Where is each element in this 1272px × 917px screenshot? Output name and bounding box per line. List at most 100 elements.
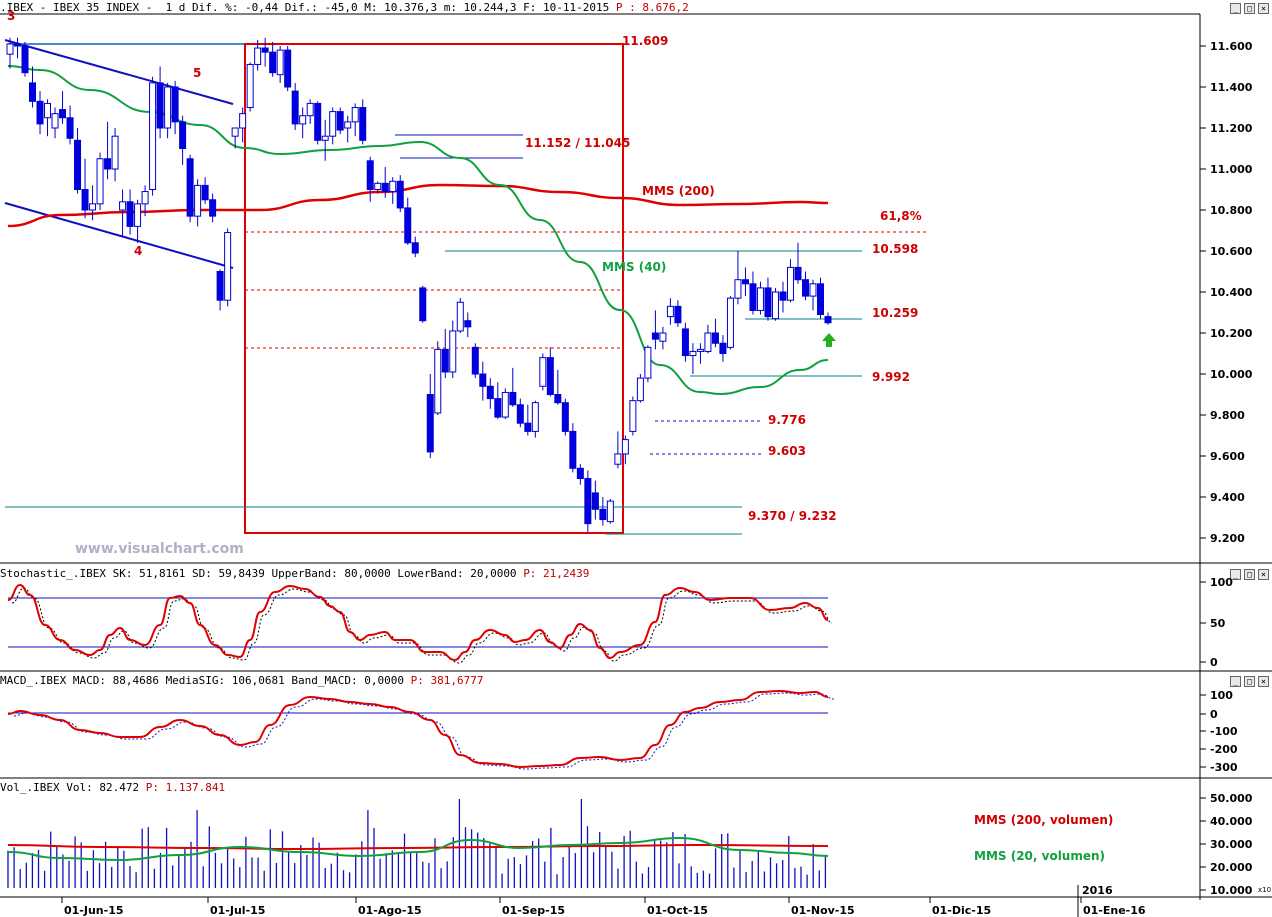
candle-body bbox=[261, 47, 269, 53]
candle-body bbox=[711, 332, 719, 344]
candle-body bbox=[689, 350, 697, 357]
level-9776: 9.776 bbox=[768, 413, 806, 427]
candle-body bbox=[674, 305, 682, 324]
stoch-tick-label: 0 bbox=[1210, 656, 1218, 669]
candle-body bbox=[269, 51, 277, 74]
lower-channel-line bbox=[4, 202, 234, 269]
candle-body bbox=[659, 332, 667, 342]
price-tick-label: 10.000 bbox=[1210, 368, 1253, 381]
volume-mms200-line bbox=[7, 843, 829, 851]
candle-body bbox=[51, 113, 59, 129]
candle-body bbox=[156, 82, 164, 129]
candle-body bbox=[74, 139, 82, 191]
candle-body bbox=[426, 394, 434, 453]
macd-tick-label: 100 bbox=[1210, 689, 1233, 702]
x-axis-label: 01-Dic-15 bbox=[932, 904, 991, 917]
candle-body bbox=[479, 373, 487, 387]
candle-body bbox=[29, 82, 37, 102]
candle-body bbox=[351, 107, 359, 123]
candle-body bbox=[651, 332, 659, 340]
candle-body bbox=[89, 203, 97, 211]
candle-body bbox=[276, 49, 284, 76]
candle-body bbox=[111, 135, 119, 170]
candle-body bbox=[404, 207, 412, 244]
macd-close-icon[interactable]: × bbox=[1258, 676, 1269, 687]
candle-body bbox=[621, 439, 629, 455]
candle-body bbox=[374, 182, 382, 191]
maximize-icon[interactable]: □ bbox=[1244, 3, 1255, 14]
candle-body bbox=[434, 348, 442, 414]
macd-tick-label: -300 bbox=[1210, 761, 1238, 774]
candle-body bbox=[741, 279, 749, 285]
volume-tick-label: 50.000 bbox=[1210, 792, 1253, 805]
price-tick-label: 10.600 bbox=[1210, 245, 1253, 258]
vol-legend-20: MMS (20, volumen) bbox=[974, 849, 1105, 863]
x-axis-label: 01-Ago-15 bbox=[358, 904, 422, 917]
candle-body bbox=[141, 191, 149, 205]
year-marker: 2016 bbox=[1082, 884, 1113, 897]
candle-body bbox=[636, 377, 644, 402]
candle-body bbox=[546, 357, 554, 396]
wave-3-label: 3 bbox=[7, 9, 15, 23]
candle-body bbox=[516, 404, 524, 424]
candle-body bbox=[749, 283, 757, 311]
candle-body bbox=[126, 201, 134, 227]
level-9603: 9.603 bbox=[768, 444, 806, 458]
candle-body bbox=[179, 121, 187, 149]
price-tick-label: 10.800 bbox=[1210, 204, 1253, 217]
price-tick-label: 11.000 bbox=[1210, 163, 1253, 176]
candle-body bbox=[344, 121, 352, 129]
candle-body bbox=[171, 86, 179, 123]
volume-mms20-line bbox=[7, 836, 829, 862]
mms200-label: MMS (200) bbox=[642, 184, 715, 198]
level-9992: 9.992 bbox=[872, 370, 910, 384]
upper-channel-line bbox=[4, 39, 234, 105]
candle-body bbox=[209, 199, 217, 217]
mms200-line bbox=[7, 183, 829, 228]
candle-body bbox=[449, 330, 457, 373]
candle-body bbox=[201, 184, 209, 201]
x-axis-label: 01-Ene-16 bbox=[1083, 904, 1146, 917]
level-11609: 11.609 bbox=[622, 34, 668, 48]
candle-body bbox=[21, 45, 29, 74]
candle-body bbox=[336, 111, 344, 131]
candle-body bbox=[599, 508, 607, 521]
candle-body bbox=[471, 346, 479, 375]
candle-body bbox=[441, 348, 449, 373]
stoch-close-icon[interactable]: × bbox=[1258, 569, 1269, 580]
volume-header: Vol_.IBEX Vol: 82.472 P: 1.137.841 bbox=[0, 781, 226, 794]
macd-tick-label: 0 bbox=[1210, 708, 1218, 721]
x-axis-label: 01-Nov-15 bbox=[791, 904, 855, 917]
stoch-maximize-icon[interactable]: □ bbox=[1244, 569, 1255, 580]
level-11152: 11.152 / 11.045 bbox=[525, 136, 630, 150]
candle-body bbox=[494, 398, 502, 418]
candle-body bbox=[44, 102, 52, 119]
candle-body bbox=[164, 86, 172, 129]
level-9370: 9.370 / 9.232 bbox=[748, 509, 837, 523]
candle-body bbox=[644, 346, 652, 379]
price-tick-label: 11.400 bbox=[1210, 81, 1253, 94]
candle-body bbox=[726, 297, 734, 348]
x-axis-label: 01-Sep-15 bbox=[502, 904, 565, 917]
candle-body bbox=[194, 184, 202, 217]
candle-body bbox=[464, 320, 472, 328]
candle-body bbox=[381, 182, 389, 193]
candle-body bbox=[681, 328, 689, 357]
macd-maximize-icon[interactable]: □ bbox=[1244, 676, 1255, 687]
candle-body bbox=[524, 422, 532, 432]
candle-body bbox=[396, 180, 404, 209]
vol-legend-200: MMS (200, volumen) bbox=[974, 813, 1113, 827]
minimize-icon[interactable]: _ bbox=[1230, 3, 1241, 14]
volume-bars bbox=[7, 799, 827, 888]
close-icon[interactable]: × bbox=[1258, 3, 1269, 14]
candle-body bbox=[149, 82, 157, 190]
x10-label: x10 bbox=[1258, 886, 1271, 894]
wave-4-label: 4 bbox=[134, 244, 142, 258]
candle-body bbox=[359, 107, 367, 141]
candle-body bbox=[779, 291, 787, 301]
macd-header: MACD_.IBEX MACD: 88,4686 MediaSIG: 106,0… bbox=[0, 674, 484, 687]
stoch-minimize-icon[interactable]: _ bbox=[1230, 569, 1241, 580]
macd-tick-label: -100 bbox=[1210, 725, 1238, 738]
macd-minimize-icon[interactable]: _ bbox=[1230, 676, 1241, 687]
